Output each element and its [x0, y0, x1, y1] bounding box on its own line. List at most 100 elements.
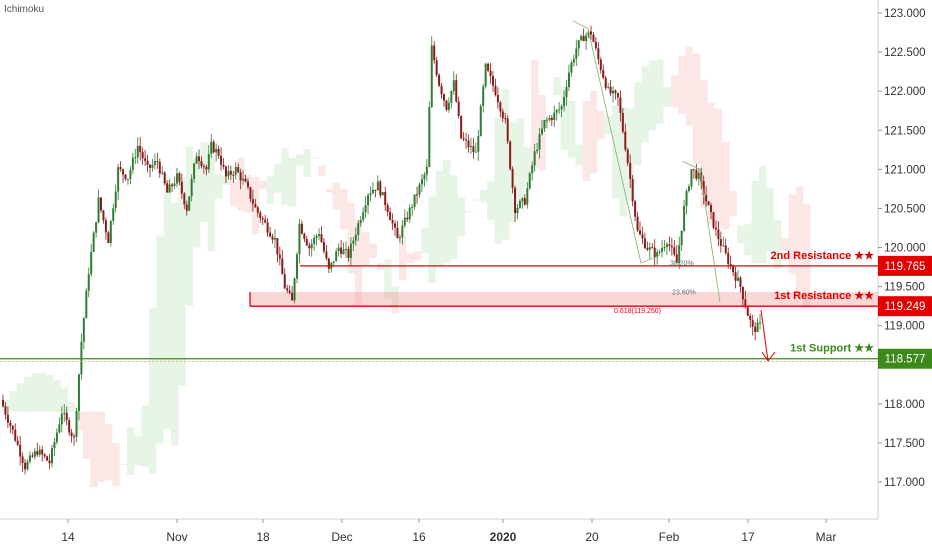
candle-body — [707, 201, 710, 206]
ichimoku-cloud-segment — [193, 158, 201, 248]
candle-body — [141, 152, 144, 159]
candle-body — [646, 248, 649, 250]
ichimoku-cloud-segment — [303, 148, 311, 178]
candle-body — [173, 183, 176, 187]
candle-body — [276, 238, 279, 255]
candle-body — [673, 247, 676, 255]
candle-body — [545, 119, 548, 121]
fib-618-label: 0.618(119.250) — [614, 308, 661, 315]
candle-body — [362, 212, 365, 221]
candle-body — [254, 203, 257, 208]
candle-body — [332, 261, 335, 263]
candle-body — [43, 454, 46, 457]
candle-body — [190, 178, 193, 197]
candle-body — [310, 243, 313, 249]
candle-body — [678, 245, 681, 264]
candle-body — [604, 77, 607, 88]
candle-body — [242, 178, 245, 181]
candle-body — [200, 161, 203, 166]
candle-body — [406, 217, 409, 220]
candle-body — [430, 45, 433, 108]
candle-body — [558, 109, 561, 111]
candle-body — [514, 187, 517, 214]
candle-body — [126, 178, 129, 180]
candle-body — [234, 167, 237, 175]
y-tick-label: 117.000 — [884, 477, 925, 489]
candle-body — [450, 91, 453, 103]
candle-body — [555, 110, 558, 113]
candle-body — [643, 238, 646, 249]
candle-body — [220, 155, 223, 165]
fib-23-label: 23.60% — [672, 289, 696, 296]
candle-body — [77, 374, 80, 412]
candle-body — [16, 440, 19, 445]
candle-body — [658, 251, 661, 253]
candle-body — [668, 244, 671, 246]
candle-body — [665, 244, 668, 247]
candle-body — [756, 322, 759, 332]
candle-body — [87, 274, 90, 291]
candle-body — [224, 166, 227, 177]
y-tick-label: 120.000 — [884, 243, 926, 255]
candle-body — [283, 274, 286, 289]
candle-body — [374, 189, 377, 191]
x-tick-label: 20 — [585, 530, 599, 544]
candle-body — [602, 70, 605, 78]
candle-body — [467, 140, 470, 148]
candle-body — [100, 197, 102, 211]
candle-body — [423, 174, 426, 180]
candle-body — [521, 198, 524, 202]
candle-body — [702, 181, 705, 196]
candle-body — [675, 254, 678, 264]
candle-body — [572, 59, 575, 63]
candle-body — [134, 157, 137, 159]
candle-body — [565, 87, 568, 98]
candle-body — [269, 232, 272, 237]
candle-body — [435, 60, 438, 75]
candle-body — [533, 151, 536, 166]
ichimoku-cloud-segment — [663, 86, 671, 107]
candle-body — [33, 451, 36, 457]
candle-body — [416, 194, 419, 196]
candle-body — [479, 106, 482, 136]
ichimoku-cloud-segment — [68, 402, 76, 412]
candle-body — [754, 326, 757, 332]
ichimoku-cloud-segment — [53, 380, 61, 412]
y-tick-label: 118.000 — [884, 399, 925, 411]
candle-body — [357, 223, 360, 235]
candle-body — [570, 62, 573, 73]
candle-body — [656, 252, 659, 258]
candle-body — [337, 247, 340, 252]
candle-body — [425, 166, 428, 175]
price-tag-2 — [878, 348, 932, 369]
candle-body — [631, 178, 634, 202]
ichimoku-cloud-segment — [325, 188, 333, 193]
candle-body — [518, 201, 521, 208]
candle-body — [102, 210, 105, 221]
ichimoku-cloud-segment — [443, 159, 451, 264]
candle-body — [440, 85, 443, 95]
candle-body — [151, 164, 154, 168]
candle-body — [724, 245, 727, 254]
ichimoku-cloud-segment — [90, 411, 98, 488]
y-tick-label: 121.500 — [884, 125, 926, 137]
candle-body — [538, 134, 541, 150]
y-tick-label: 123.000 — [884, 8, 926, 20]
ichimoku-cloud-segment — [171, 203, 179, 446]
ichimoku-cloud-segment — [700, 79, 708, 208]
x-tick-label: Dec — [331, 530, 352, 544]
price-tag-text-1: 119.249 — [885, 301, 926, 313]
candle-body — [641, 234, 644, 239]
candle-body — [264, 219, 267, 223]
candle-body — [318, 234, 321, 237]
candle-body — [592, 34, 595, 42]
candle-body — [580, 35, 583, 41]
y-tick-label: 121.000 — [884, 164, 926, 176]
ichimoku-cloud-segment — [318, 165, 326, 176]
candle-body — [300, 223, 303, 234]
candle-body — [381, 192, 384, 196]
ichimoku-cloud-segment — [457, 197, 466, 236]
candle-body — [359, 220, 362, 224]
ichimoku-cloud-segment — [435, 170, 443, 266]
